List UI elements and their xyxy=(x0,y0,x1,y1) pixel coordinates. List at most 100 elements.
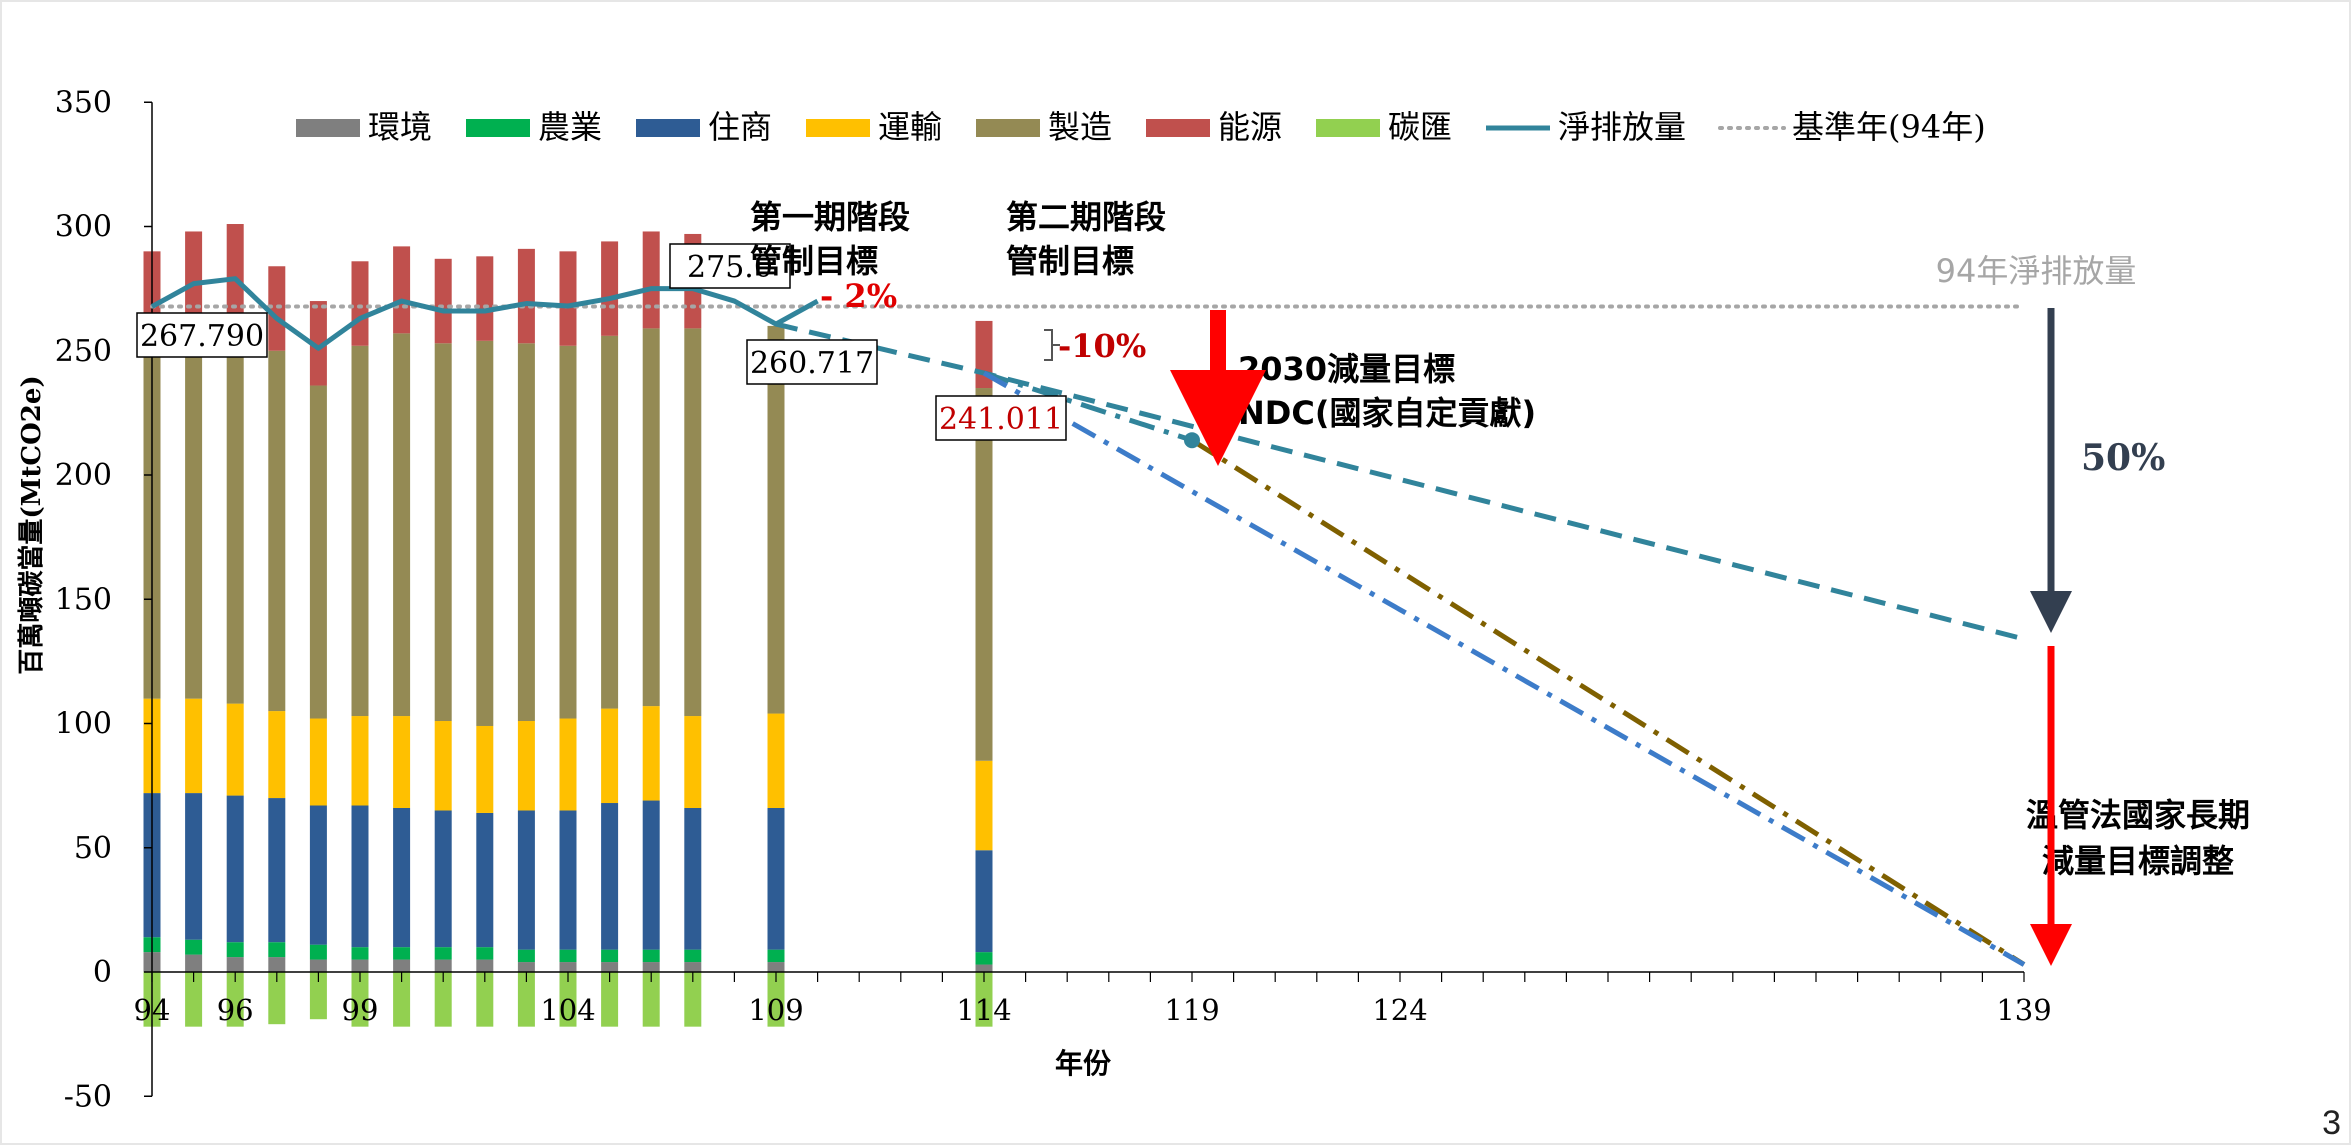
net-emissions-line xyxy=(150,276,819,351)
x-tick-label: 114 xyxy=(956,993,1011,1027)
bar-segment-100-製造 xyxy=(393,333,411,717)
ndc-label-line-2: NDC(國家自定貢獻) xyxy=(1238,394,1536,432)
bar-segment-107-碳匯 xyxy=(684,972,702,1027)
y-tick-label: 150 xyxy=(55,582,112,617)
bar-segment-100-農業 xyxy=(393,947,411,960)
bar-segment-101-環境 xyxy=(434,959,452,972)
bar-segment-101-運輸 xyxy=(434,721,452,811)
x-tick-label: 94 xyxy=(134,993,171,1027)
bar-segment-106-農業 xyxy=(642,949,660,963)
bar-segment-106-能源 xyxy=(642,231,660,329)
bar-segment-99-農業 xyxy=(351,947,369,960)
y-tick-label: 200 xyxy=(55,458,112,493)
bar-segment-97-農業 xyxy=(268,942,286,958)
bar-segment-114-碳匯 xyxy=(975,972,993,1027)
x-tick-label: 99 xyxy=(342,993,379,1027)
bar-segment-98-農業 xyxy=(309,944,327,960)
legend-label: 農業 xyxy=(538,108,602,146)
bar-segment-97-運輸 xyxy=(268,711,286,799)
fifty-percent-label: 50% xyxy=(2081,437,2165,479)
bar-segment-98-環境 xyxy=(309,959,327,972)
bar-segment-104-農業 xyxy=(559,949,577,963)
bar-segment-114-住商 xyxy=(975,850,993,953)
bar-segment-103-碳匯 xyxy=(517,972,535,1027)
bar-segment-106-碳匯 xyxy=(642,972,660,1027)
bar-segment-101-製造 xyxy=(434,343,452,722)
bar-segment-102-農業 xyxy=(476,947,494,960)
bar-segment-105-能源 xyxy=(601,241,619,336)
axes-layer: 350 300 250 200 150 100 50 0 -50 94 96 99 104 109 114 1… xyxy=(55,85,2052,1114)
bar-segment-109-碳匯 xyxy=(767,972,785,1027)
x-tick-label: 139 xyxy=(1996,993,2051,1027)
legend: 環境 農業 住商 運輸 製造 能源 碳匯 淨排放量 基準年(94年) xyxy=(296,108,1986,146)
y-axis-title: 百萬噸碳當量(MtCO2e) xyxy=(17,375,47,674)
bar-segment-97-住商 xyxy=(268,798,286,943)
bar-segment-103-住商 xyxy=(517,810,535,950)
bar-segment-102-住商 xyxy=(476,812,494,948)
bar-segment-98-能源 xyxy=(309,301,327,386)
bar-segment-99-能源 xyxy=(351,261,369,346)
bar-segment-104-環境 xyxy=(559,962,577,972)
legend-label: 淨排放量 xyxy=(1558,108,1686,146)
phase2-change: -10% xyxy=(1058,327,1146,365)
lines-layer xyxy=(150,276,2026,967)
bar-segment-109-農業 xyxy=(767,949,785,963)
projection-line-4 xyxy=(982,370,2026,967)
bar-segment-99-碳匯 xyxy=(351,972,369,1027)
legend-swatch-農業 xyxy=(466,119,530,137)
y-tick-label: 0 xyxy=(93,955,112,990)
bar-segment-100-環境 xyxy=(393,959,411,972)
bar-segment-107-農業 xyxy=(684,949,702,963)
bar-segment-98-運輸 xyxy=(309,718,327,806)
value-label-94: 267.790 xyxy=(140,319,264,354)
phase2-label-line-1: 第二期階段 xyxy=(1006,198,1166,236)
bar-segment-106-環境 xyxy=(642,962,660,972)
legend-swatch-碳匯 xyxy=(1316,119,1380,137)
value-label-94-box xyxy=(136,312,268,358)
bar-segment-98-住商 xyxy=(309,805,327,945)
y-tick-label: 100 xyxy=(55,707,112,742)
bar-segment-103-環境 xyxy=(517,962,535,972)
x-axis-title: 年份 xyxy=(1055,1047,1111,1080)
bar-segment-97-能源 xyxy=(268,266,286,351)
bar-segment-105-環境 xyxy=(601,962,619,972)
ndc-point-marker xyxy=(1184,432,1200,449)
legend-label: 碳匯 xyxy=(1388,108,1452,146)
bar-segment-114-運輸 xyxy=(975,760,993,851)
legend-label: 環境 xyxy=(368,108,432,146)
bar-segment-99-環境 xyxy=(351,959,369,972)
bar-segment-105-運輸 xyxy=(601,708,619,804)
bar-segment-104-碳匯 xyxy=(559,972,577,1027)
bar-segment-102-碳匯 xyxy=(476,972,494,1027)
legend-swatch-能源 xyxy=(1146,119,1210,137)
bar-segment-100-運輸 xyxy=(393,716,411,808)
bar-segment-97-製造 xyxy=(268,350,286,712)
bar-segment-96-農業 xyxy=(226,942,244,958)
bar-segment-103-能源 xyxy=(517,248,535,344)
bar-segment-106-製造 xyxy=(642,328,660,707)
bar-segment-95-運輸 xyxy=(185,698,203,794)
bar-segment-100-能源 xyxy=(393,246,411,334)
bar-segment-96-住商 xyxy=(226,795,244,943)
bar-segment-97-環境 xyxy=(268,957,286,972)
phase1-change: - 2% xyxy=(820,277,897,315)
phase2-bracket xyxy=(1044,329,1060,361)
legend-swatch-製造 xyxy=(976,119,1040,137)
bar-segment-109-製造 xyxy=(767,325,785,714)
bar-segment-107-環境 xyxy=(684,962,702,972)
projection-line-3 xyxy=(1190,438,2026,967)
x-tick-label: 109 xyxy=(748,993,803,1027)
long-term-label-line-2: 減量目標調整 xyxy=(2042,842,2234,880)
bar-segment-104-製造 xyxy=(559,345,577,719)
bar-segment-99-製造 xyxy=(351,345,369,717)
x-tick-label: 119 xyxy=(1164,993,1219,1027)
legend-label: 能源 xyxy=(1218,108,1282,146)
value-label-114: 241.011 xyxy=(939,402,1063,437)
legend-swatch-環境 xyxy=(296,119,360,137)
bar-segment-98-製造 xyxy=(309,385,327,719)
bar-segment-102-製造 xyxy=(476,340,494,726)
bar-segment-104-能源 xyxy=(559,251,577,346)
bar-segment-101-能源 xyxy=(434,258,452,344)
bar-segment-103-運輸 xyxy=(517,721,535,811)
bar-segment-95-製造 xyxy=(185,350,203,699)
